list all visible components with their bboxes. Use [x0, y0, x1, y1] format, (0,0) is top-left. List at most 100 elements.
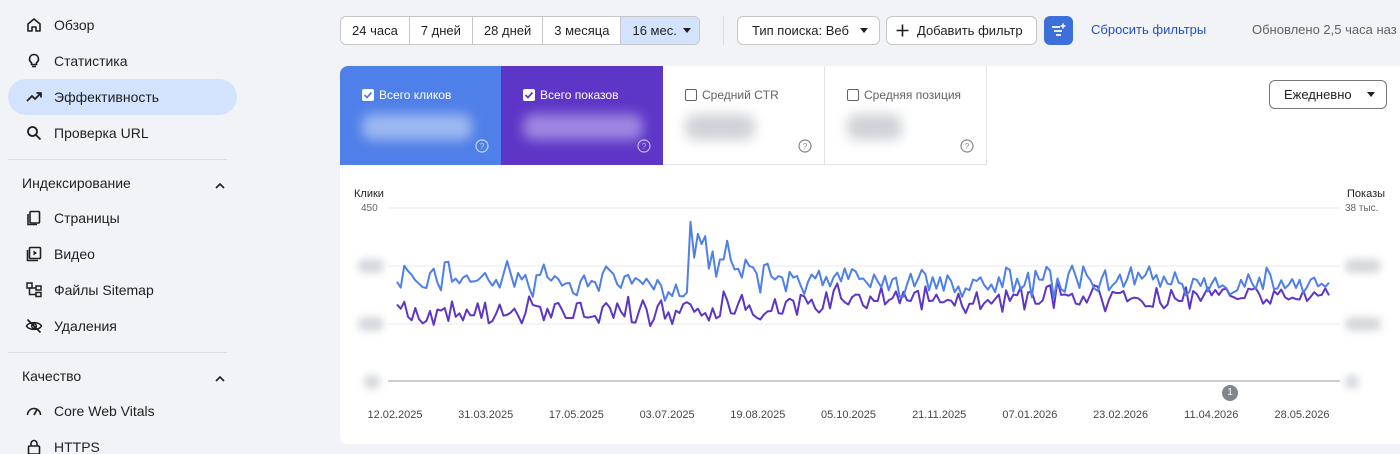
right-axis-tick-redacted: [1345, 317, 1381, 331]
search-type-label: Тип поиска: Веб: [752, 23, 849, 38]
last-updated-text: Обновлено 2,5 часа наз: [1252, 22, 1397, 37]
visibility-off-icon: [25, 318, 43, 334]
lock-icon: [27, 439, 41, 454]
checkbox-unchecked-icon: [847, 89, 859, 101]
sidebar-item-video[interactable]: Видео: [8, 236, 237, 272]
speed-icon: [26, 407, 42, 416]
right-axis-top-tick: 38 тыс.: [1345, 203, 1379, 214]
help-icon[interactable]: ?: [475, 139, 489, 153]
section-quality[interactable]: Качество: [22, 368, 232, 392]
sidebar-divider: [8, 352, 227, 353]
chevron-up-icon: [215, 182, 225, 189]
search-type-dropdown[interactable]: Тип поиска: Веб: [737, 16, 880, 45]
sidebar-item-pages[interactable]: Страницы: [8, 200, 237, 236]
sidebar-item-label: Статистика: [54, 53, 128, 69]
metric-total-impressions[interactable]: Всего показов ?: [501, 66, 663, 165]
search-icon: [27, 126, 42, 141]
sidebar-item-label: HTTPS: [54, 439, 100, 454]
sidebar-item-removals[interactable]: Удаления: [8, 308, 237, 344]
home-icon: [27, 18, 41, 32]
metric-value-redacted: [362, 114, 472, 140]
svg-text:?: ?: [803, 142, 808, 151]
sidebar-item-label: Файлы Sitemap: [54, 282, 154, 298]
x-axis-tick-label: 12.02.2025: [367, 409, 423, 421]
series-line-clicks: [396, 220, 1330, 302]
sidebar-item-sitemaps[interactable]: Файлы Sitemap: [8, 272, 237, 308]
x-axis-tick-label: 05.10.2025: [820, 409, 877, 421]
metric-label: Средняя позиция: [864, 88, 962, 102]
filter-settings-button[interactable]: [1044, 16, 1073, 45]
video-icon: [26, 246, 42, 262]
sidebar-item-overview[interactable]: Обзор: [8, 7, 237, 43]
toolbar-separator: [723, 16, 724, 45]
svg-text:?: ?: [480, 142, 485, 151]
series-line-impressions: [396, 279, 1330, 327]
section-title: Индексирование: [22, 175, 131, 191]
add-filter-label: Добавить фильтр: [917, 23, 1023, 38]
checkbox-checked-icon: [523, 89, 535, 101]
metric-label: Всего показов: [540, 88, 619, 102]
sidebar-item-label: Удаления: [54, 318, 117, 334]
checkbox-checked-icon: [362, 89, 374, 101]
range-3m[interactable]: 3 месяца: [543, 17, 622, 44]
x-axis-tick-label: 11.04.2026: [1184, 409, 1239, 421]
left-axis-tick-redacted: [364, 375, 380, 389]
x-axis-tick-label: 28.05.2026: [1274, 409, 1330, 421]
range-28d[interactable]: 28 дней: [473, 17, 544, 44]
right-axis-tick-redacted: [1345, 375, 1359, 389]
range-16m-dropdown[interactable]: 16 мес.: [621, 17, 699, 44]
sidebar-item-insights[interactable]: Статистика: [8, 43, 237, 79]
range-7d[interactable]: 7 дней: [410, 17, 473, 44]
plus-icon: [896, 24, 909, 37]
section-title: Качество: [22, 368, 82, 384]
dropdown-arrow-icon: [1367, 92, 1375, 97]
metric-average-ctr[interactable]: Средний CTR ?: [663, 66, 825, 165]
range-16m-label: 16 мес.: [632, 23, 677, 38]
dropdown-arrow-icon: [860, 28, 868, 33]
sidebar-item-https[interactable]: HTTPS: [8, 429, 237, 454]
lightbulb-icon: [28, 53, 40, 68]
dropdown-arrow-icon: [682, 28, 691, 33]
sidebar-item-core-web-vitals[interactable]: Core Web Vitals: [8, 393, 237, 429]
metric-label: Средний CTR: [702, 88, 779, 102]
x-axis-tick-label: 03.07.2025: [639, 409, 695, 421]
help-icon[interactable]: ?: [960, 139, 974, 153]
metric-total-clicks[interactable]: Всего кликов ?: [340, 66, 501, 165]
add-filter-button[interactable]: Добавить фильтр: [886, 16, 1037, 45]
range-24h[interactable]: 24 часа: [341, 17, 410, 44]
left-axis-title: Клики: [354, 188, 384, 200]
metric-value-redacted: [685, 114, 755, 140]
left-axis-tick-redacted: [358, 317, 384, 331]
metric-label: Всего кликов: [379, 88, 452, 102]
help-icon[interactable]: ?: [637, 139, 651, 153]
reset-filters-link[interactable]: Сбросить фильтры: [1091, 22, 1207, 37]
sidebar-item-label: Страницы: [54, 210, 120, 226]
performance-chart[interactable]: [340, 66, 1400, 444]
filter-list-icon: [1052, 23, 1066, 36]
svg-text:?: ?: [642, 142, 647, 151]
x-axis-tick-label: 23.02.2026: [1093, 409, 1149, 421]
section-indexing[interactable]: Индексирование: [22, 175, 232, 199]
sitemap-icon: [26, 282, 42, 298]
granularity-dropdown[interactable]: Ежедневно: [1269, 80, 1387, 109]
sidebar-item-label: Видео: [54, 246, 95, 262]
sidebar-divider: [8, 159, 227, 160]
right-axis-title: Показы: [1347, 188, 1386, 200]
help-icon[interactable]: ?: [798, 139, 812, 153]
granularity-label: Ежедневно: [1284, 87, 1352, 102]
x-axis-tick-label: 31.03.2025: [458, 409, 514, 421]
x-axis-tick-label: 21.11.2025: [912, 409, 967, 421]
sidebar-item-performance[interactable]: Эффективность: [8, 79, 237, 115]
svg-text:?: ?: [965, 142, 970, 151]
x-axis-tick-label: 19.08.2025: [730, 409, 786, 421]
sidebar-item-url-inspection[interactable]: Проверка URL: [8, 115, 237, 151]
metric-average-position[interactable]: Средняя позиция ?: [825, 66, 987, 165]
annotation-marker[interactable]: 1: [1222, 385, 1238, 401]
date-range-selector: 24 часа 7 дней 28 дней 3 месяца 16 мес.: [340, 16, 700, 45]
metric-value-redacted: [523, 114, 643, 140]
chevron-up-icon: [215, 375, 225, 382]
sidebar-item-label: Core Web Vitals: [54, 403, 155, 419]
left-axis-top-tick: 450: [361, 203, 378, 214]
trending-up-icon: [26, 92, 42, 102]
sidebar-item-label: Проверка URL: [54, 125, 149, 141]
